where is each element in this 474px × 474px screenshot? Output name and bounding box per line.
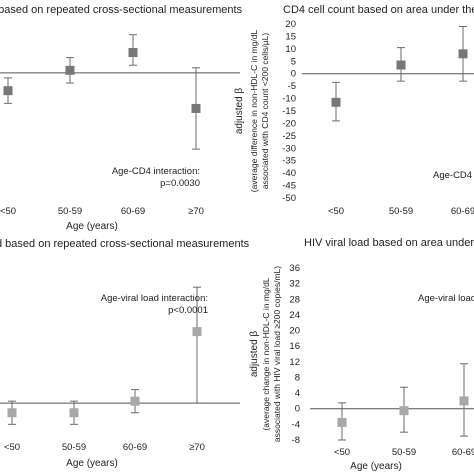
x-tick-label: 50-59	[62, 442, 86, 453]
x-tick-label: ≥70	[189, 442, 205, 453]
y-tick-label: -10	[282, 94, 296, 105]
point-estimate-marker	[458, 49, 468, 59]
panel-title: d based on repeated cross-sectional meas…	[0, 238, 250, 250]
y-tick-label: 12	[289, 357, 300, 368]
data-marks	[7, 286, 202, 425]
y-ticks: 36 32 28 24 20 16 12 8 4 0 -4 -8	[289, 263, 300, 446]
x-tick-label: 50-59	[58, 206, 82, 217]
annotation-line-1: Age-CD4 in	[433, 170, 474, 181]
point-estimate-marker	[3, 86, 13, 96]
y-tick-label: -50	[282, 193, 296, 204]
x-tick-labels: <50 50-59 60-69 ≥70	[0, 206, 204, 217]
x-tick-label: 60-69	[123, 442, 147, 453]
annotation-line-1: Age-viral load int	[418, 293, 474, 304]
y-axis-label-line: associated with CD4 count <200 cells/µL)	[260, 33, 270, 189]
x-tick-labels: <50 50-59 60-69	[328, 206, 474, 217]
x-tick-label: 60-69	[452, 447, 474, 458]
point-estimate-marker	[69, 408, 79, 418]
y-tick-label: -8	[292, 435, 300, 446]
data-marks	[3, 34, 201, 150]
data-marks	[337, 363, 469, 441]
annotation-line-1: Age-CD4 interaction:	[112, 166, 200, 177]
data-marks	[331, 25, 468, 122]
annotation-line-2: p<0.0001	[168, 305, 208, 316]
y-tick-label: -35	[282, 156, 296, 167]
y-axis-label: adjusted β (average difference in non-HDL…	[234, 30, 270, 193]
panel-bottom-left: d based on repeated cross-sectional meas…	[0, 238, 250, 469]
point-estimate-marker	[191, 103, 201, 113]
y-tick-label: 15	[285, 31, 296, 42]
x-tick-label: 50-59	[392, 447, 416, 458]
x-tick-label: 50-59	[389, 206, 413, 217]
x-tick-label: <50	[0, 206, 16, 217]
y-axis-label-line: associated with HIV viral load ≥200 copi…	[272, 266, 282, 442]
y-axis-label: adjusted β (average change in non-HDL-C i…	[249, 266, 282, 442]
x-tick-label: ≥70	[188, 206, 204, 217]
y-tick-label: -25	[282, 131, 296, 142]
panel-top-right: CD4 cell count based on area under the c…	[234, 4, 474, 217]
x-tick-labels: <50 50-59 60-69	[334, 447, 474, 458]
panel-title: CD4 cell count based on area under the c	[283, 4, 474, 16]
y-tick-label: 0	[295, 404, 300, 415]
y-tick-label: 0	[291, 69, 296, 80]
panel-top-left: t based on repeated cross-sectional meas…	[0, 4, 243, 232]
x-axis-label: Age (years)	[350, 461, 402, 472]
point-estimate-marker	[396, 60, 406, 70]
x-axis-label: Age (years)	[66, 221, 118, 232]
y-tick-label: -5	[288, 81, 296, 92]
point-estimate-marker	[65, 65, 75, 75]
x-tick-label: <50	[334, 447, 350, 458]
y-tick-label: -45	[282, 181, 296, 192]
y-axis-label-line: (average difference in non-HDL-C in mg/d…	[249, 30, 259, 193]
x-tick-labels: <50 50-59 60-69 ≥70	[4, 442, 205, 453]
x-tick-label: 60-69	[121, 206, 145, 217]
y-tick-label: 20	[289, 326, 300, 337]
y-tick-label: -20	[282, 118, 296, 129]
y-tick-label: 5	[291, 56, 296, 67]
y-tick-label: -30	[282, 143, 296, 154]
y-tick-label: 20	[285, 19, 296, 30]
x-tick-label: 60-69	[451, 206, 474, 217]
x-tick-label: <50	[328, 206, 344, 217]
point-estimate-marker	[459, 396, 469, 406]
point-estimate-marker	[399, 406, 409, 416]
y-tick-label: 10	[285, 44, 296, 55]
panel-title: HIV viral load based on area under the	[304, 237, 474, 249]
y-tick-label: 32	[289, 279, 300, 290]
point-estimate-marker	[128, 48, 138, 58]
y-tick-label: 24	[289, 310, 300, 321]
y-tick-label: 28	[289, 294, 300, 305]
y-axis-label-line: adjusted β	[234, 88, 245, 135]
point-estimate-marker	[7, 408, 17, 418]
point-estimate-marker	[337, 417, 347, 427]
panel-title: t based on repeated cross-sectional meas…	[0, 4, 243, 16]
annotation-line-1: Age-viral load interaction:	[101, 293, 208, 304]
y-tick-label: 8	[295, 372, 300, 383]
x-tick-label: <50	[4, 442, 20, 453]
y-axis-label-line: (average change in non-HDL-C in mg/dL	[261, 277, 271, 430]
y-tick-label: 36	[289, 263, 300, 274]
y-tick-label: -15	[282, 106, 296, 117]
panel-bottom-right: HIV viral load based on area under the a…	[249, 237, 474, 472]
point-estimate-marker	[331, 97, 341, 107]
y-tick-label: -40	[282, 168, 296, 179]
point-estimate-marker	[130, 396, 140, 406]
y-tick-label: 16	[289, 341, 300, 352]
y-tick-label: -4	[292, 419, 300, 430]
y-axis-label-line: adjusted β	[249, 331, 260, 378]
x-axis-label: Age (years)	[66, 458, 118, 469]
annotation-line-2: p=0.0030	[160, 178, 200, 189]
point-estimate-marker	[192, 327, 202, 337]
y-tick-label: 4	[295, 388, 300, 399]
